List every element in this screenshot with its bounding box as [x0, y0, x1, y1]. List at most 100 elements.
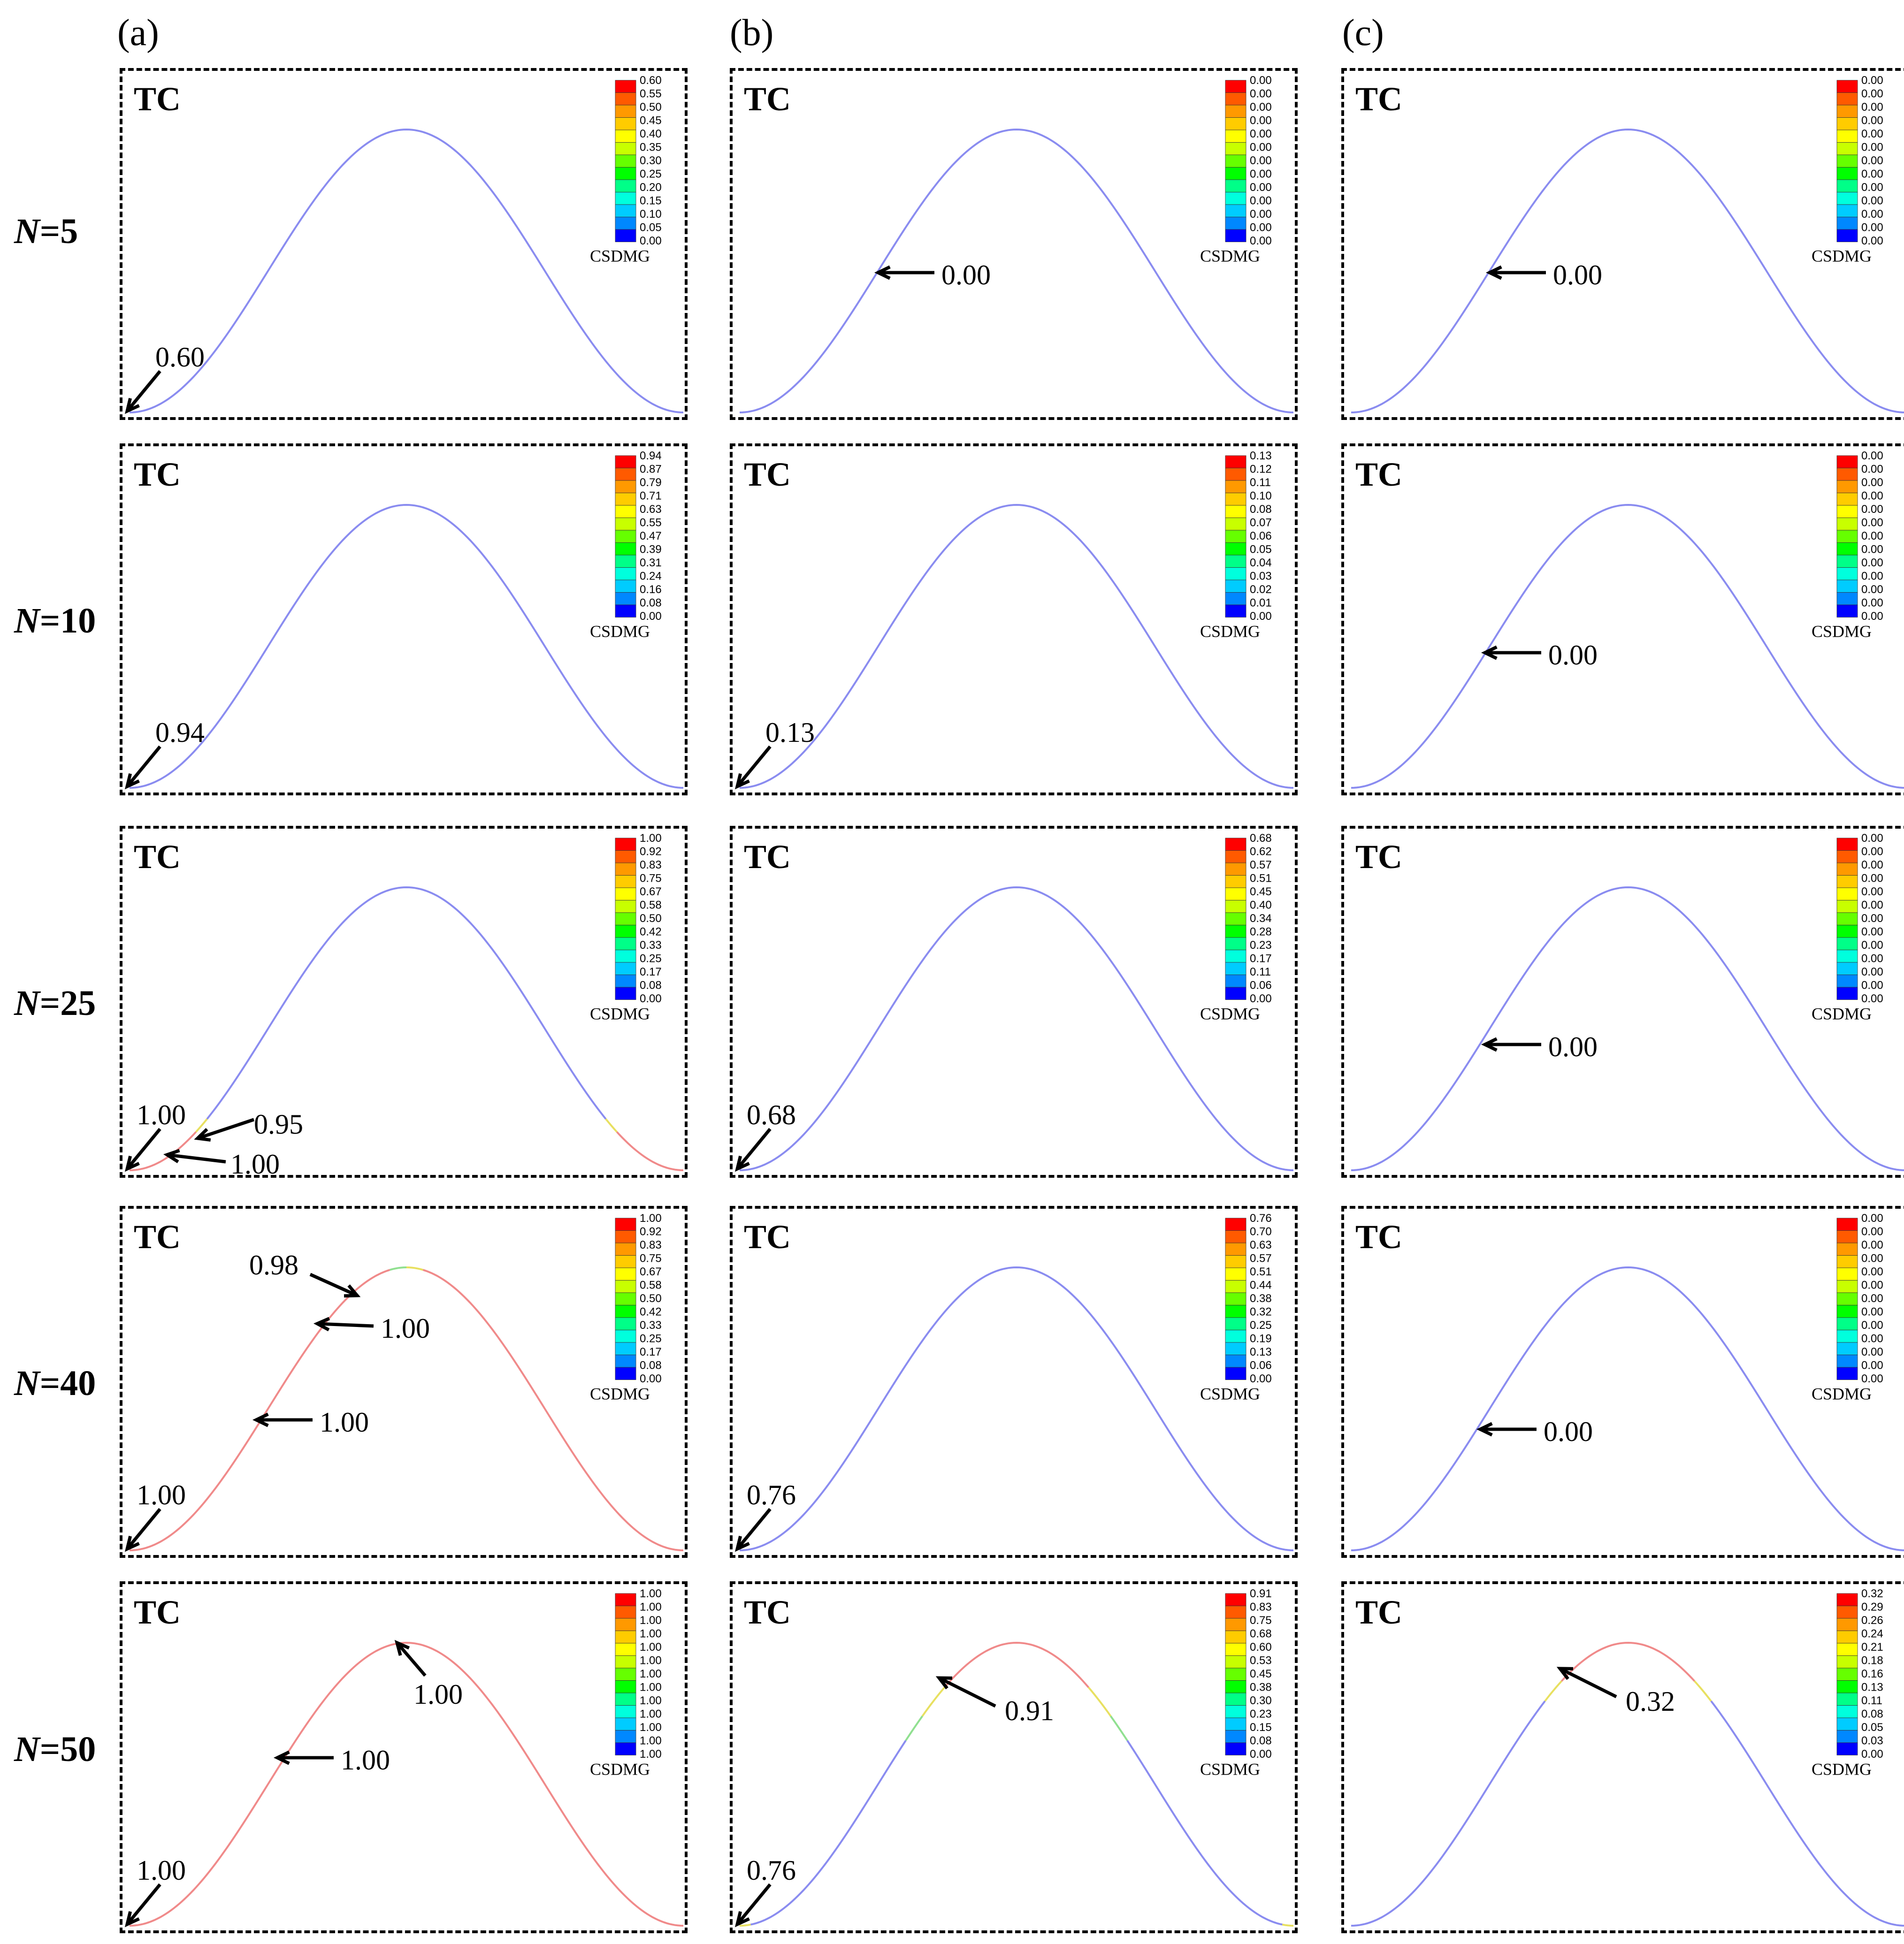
annotation-arrowhead — [124, 1911, 140, 1928]
structure-curve — [616, 1131, 684, 1171]
legend-tick-label: 0.38 — [1250, 1681, 1272, 1693]
legend-swatch — [615, 950, 636, 963]
legend-tick-label: 0.58 — [640, 1279, 662, 1291]
panel-title: TC — [134, 456, 181, 493]
legend-swatch — [615, 468, 636, 481]
annotation-value: 1.00 — [137, 1479, 186, 1510]
legend-swatch — [1836, 987, 1858, 1000]
annotation-value: 1.00 — [341, 1745, 390, 1776]
annotation-value: 1.00 — [230, 1149, 280, 1178]
legend-tick-label: 1.00 — [640, 1641, 662, 1654]
structure-curve — [129, 128, 684, 413]
legend-tick-label: 0.92 — [640, 845, 662, 858]
legend-tick-label: 0.32 — [1250, 1305, 1272, 1318]
legend-tick-label: 1.00 — [640, 1668, 662, 1680]
annotation-arrowhead — [734, 1155, 750, 1172]
legend-tick-label: 0.31 — [640, 557, 662, 569]
legend-tick-label: 0.11 — [1250, 966, 1271, 978]
legend-swatch — [1836, 1618, 1858, 1631]
legend-swatch — [1836, 130, 1858, 143]
annotation-arrowhead — [1481, 1037, 1498, 1052]
legend-tick-label: 0.07 — [1250, 516, 1272, 529]
legend-tick-label: 0.05 — [640, 221, 662, 234]
legend-tick-label: 1.00 — [640, 1721, 662, 1734]
annotation-arrow — [309, 1273, 358, 1297]
structure-curve — [1351, 1700, 1546, 1927]
legend-tick-label: 0.00 — [1861, 610, 1883, 623]
legend-swatch — [615, 912, 636, 925]
color-legend: 0.000.000.000.000.000.000.000.000.000.00… — [1812, 74, 1883, 266]
legend-swatch — [615, 1730, 636, 1743]
legend-swatch — [1836, 105, 1858, 118]
legend-swatch — [1836, 1218, 1858, 1231]
legend-swatch — [1836, 1643, 1858, 1656]
structure-curve — [605, 1118, 618, 1133]
color-legend: 0.000.000.000.000.000.000.000.000.000.00… — [1812, 450, 1883, 641]
panel-title: TC — [744, 1218, 791, 1256]
annotation-arrowhead — [252, 1412, 269, 1427]
annotation-arrowhead — [734, 1911, 750, 1928]
legend-title: CSDMG — [590, 247, 650, 266]
legend-swatch — [1225, 80, 1246, 93]
legend-swatch — [1225, 542, 1246, 556]
legend-swatch — [615, 1618, 636, 1631]
legend-tick-label: 0.50 — [640, 101, 662, 114]
legend-swatch — [615, 875, 636, 888]
legend-tick-label: 0.00 — [1861, 845, 1883, 858]
legend-tick-label: 1.00 — [640, 832, 662, 845]
legend-tick-label: 0.04 — [1250, 557, 1272, 569]
legend-tick-label: 0.45 — [1250, 885, 1272, 898]
annotation-arrow — [1559, 1667, 1617, 1699]
legend-tick-label: 0.25 — [1250, 1319, 1272, 1332]
annotation-value: 1.00 — [137, 1855, 186, 1886]
legend-tick-label: 0.00 — [640, 610, 662, 623]
annotation-arrow — [736, 1883, 772, 1926]
legend-tick-label: 0.70 — [1250, 1225, 1272, 1238]
legend-swatch — [615, 542, 636, 556]
annotation-arrow — [736, 745, 772, 788]
legend-tick-label: 0.00 — [1861, 912, 1883, 925]
legend-swatch — [1225, 1631, 1246, 1644]
legend-swatch — [1225, 1655, 1246, 1669]
legend-tick-label: 0.87 — [640, 463, 662, 475]
legend-swatch — [1836, 167, 1858, 180]
legend-swatch — [1836, 542, 1858, 556]
legend-swatch — [1225, 105, 1246, 118]
legend-tick-label: 0.00 — [1861, 1305, 1883, 1318]
structure-curve — [1694, 1680, 1712, 1702]
annotation-arrow — [197, 1118, 255, 1140]
legend-swatch — [1836, 567, 1858, 580]
legend-swatch — [615, 80, 636, 93]
structure-curve — [390, 1266, 407, 1271]
legend-tick-label: 0.40 — [640, 128, 662, 140]
structure-curve — [1126, 1740, 1283, 1926]
legend-title: CSDMG — [1812, 1005, 1872, 1023]
legend-swatch — [615, 518, 636, 531]
panel-svg: 0.680.620.570.510.450.400.340.280.230.17… — [734, 832, 1294, 1172]
legend-tick-label: 0.83 — [640, 1239, 662, 1251]
legend-swatch — [1836, 887, 1858, 900]
legend-tick-label: 0.71 — [640, 489, 662, 502]
annotation-value: 0.32 — [1626, 1686, 1675, 1717]
legend-tick-label: 1.00 — [640, 1681, 662, 1693]
legend-tick-label: 0.00 — [1250, 154, 1272, 167]
legend-swatch — [1836, 518, 1858, 531]
legend-tick-label: 0.67 — [640, 885, 662, 898]
legend-swatch — [1225, 579, 1246, 593]
legend-tick-label: 0.00 — [640, 235, 662, 247]
row-label-n50: N=50 — [14, 1730, 96, 1769]
legend-tick-label: 0.34 — [1250, 912, 1272, 925]
legend-tick-label: 0.18 — [1861, 1654, 1883, 1667]
legend-swatch — [1225, 912, 1246, 925]
legend-tick-label: 0.00 — [1250, 221, 1272, 234]
annotation-value: 0.68 — [747, 1099, 796, 1130]
legend-swatch — [1225, 1606, 1246, 1619]
legend-swatch — [615, 555, 636, 568]
annotation-arrowhead — [734, 1535, 750, 1552]
legend-tick-label: 0.00 — [1250, 208, 1272, 221]
legend-swatch — [1836, 468, 1858, 481]
legend-swatch — [615, 1355, 636, 1368]
annotation-value: 0.00 — [1553, 259, 1602, 290]
legend-tick-label: 0.30 — [640, 154, 662, 167]
legend-swatch — [1225, 900, 1246, 913]
